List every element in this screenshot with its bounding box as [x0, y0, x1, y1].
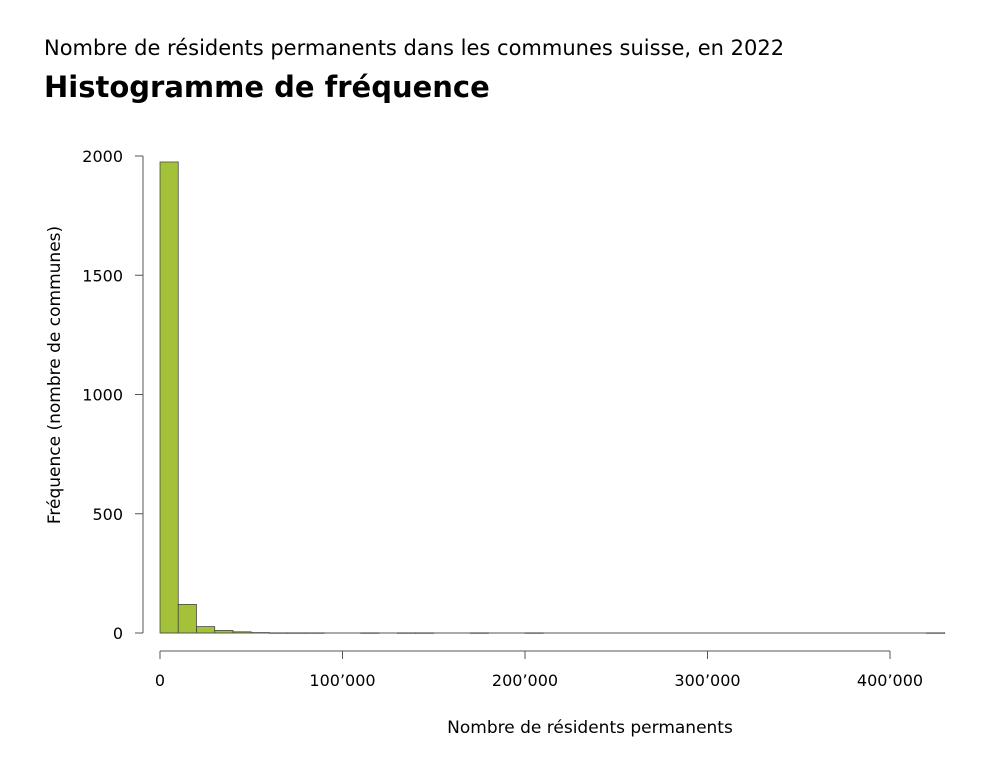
y-tick-label: 500	[92, 505, 123, 524]
histogram-bar	[196, 626, 216, 634]
x-tick-label: 300’000	[674, 671, 740, 690]
x-tick-label: 200’000	[492, 671, 558, 690]
x-axis-label: Nombre de résidents permanents	[447, 718, 733, 738]
chart-subtitle: Nombre de résidents permanents dans les …	[44, 36, 785, 60]
chart-title: Histogramme de fréquence	[44, 70, 490, 104]
y-tick-label: 1500	[82, 266, 123, 285]
y-tick-label: 2000	[82, 147, 123, 166]
x-axis: 0 100’000 200’000 300’000 400’000	[155, 650, 923, 690]
y-axis-label: Fréquence (nombre de communes)	[45, 226, 65, 524]
y-tick-label: 1000	[82, 386, 123, 405]
y-axis: 0 500 1000 1500 2000	[82, 147, 144, 643]
x-tick-label: 400’000	[857, 671, 923, 690]
x-tick-label: 0	[155, 671, 165, 690]
bars-group	[159, 161, 946, 634]
histogram-bar	[177, 604, 197, 634]
x-tick-label: 100’000	[309, 671, 375, 690]
histogram-bar	[159, 161, 179, 634]
y-tick-label: 0	[113, 624, 123, 643]
